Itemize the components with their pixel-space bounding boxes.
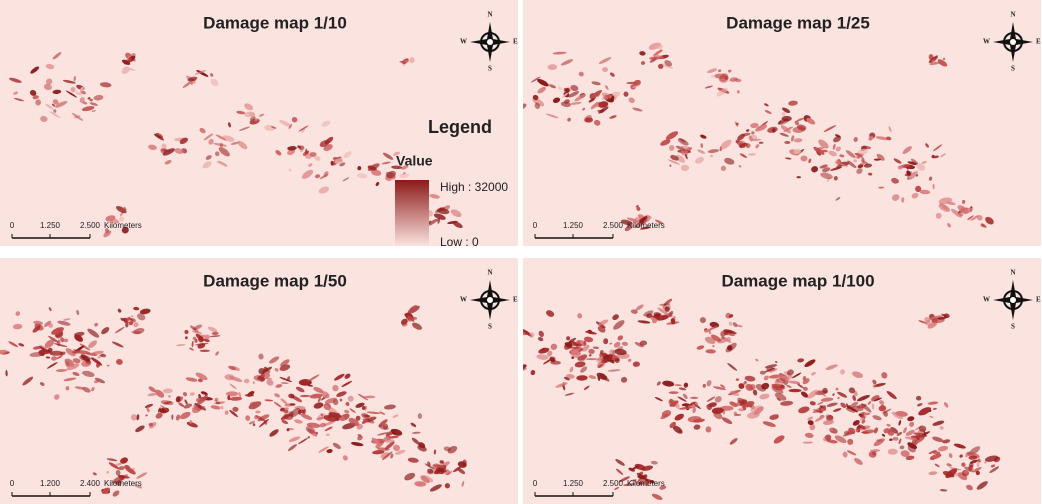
compass-e: E: [1036, 38, 1041, 46]
compass-center: [1010, 39, 1016, 45]
scale-unit: Kilometers: [104, 221, 142, 230]
scale-label: 2.400: [80, 479, 101, 488]
scale-label: 1.250: [40, 221, 61, 230]
damage-patch: [669, 391, 679, 394]
compass-e: E: [1036, 296, 1041, 304]
scale-unit: Kilometers: [627, 479, 665, 488]
compass-s: S: [1011, 323, 1015, 331]
scale-label: 0: [10, 221, 15, 230]
compass-w: W: [983, 38, 990, 46]
damage-patch: [567, 347, 579, 349]
compass-s: S: [1011, 65, 1015, 73]
damage-patch: [195, 339, 198, 343]
scale-unit: Kilometers: [104, 479, 142, 488]
damage-patch: [566, 336, 570, 340]
compass-e: E: [513, 296, 518, 304]
legend-heading: Value: [396, 153, 433, 169]
damage-patch: [603, 338, 608, 344]
compass-w: W: [983, 296, 990, 304]
damage-patch: [690, 397, 698, 399]
damage-patch: [933, 184, 935, 190]
damage-patch: [888, 449, 898, 455]
scale-label: 2.500: [603, 221, 624, 230]
scale-label: 1.250: [563, 221, 584, 230]
compass-s: S: [488, 65, 492, 73]
damage-patch: [171, 414, 173, 420]
compass-n: N: [487, 11, 492, 19]
map-panel: Damage map 1/25 N S W E 0 1.250 2.500Kilometers: [515, 0, 1041, 246]
scale-label: 0: [533, 221, 538, 230]
compass-n: N: [487, 269, 492, 277]
panel-title: Damage map 1/10: [203, 13, 347, 32]
compass-center: [1010, 297, 1016, 303]
damage-patch: [226, 391, 238, 396]
compass-center: [487, 39, 493, 45]
scale-unit: Kilometers: [627, 221, 665, 230]
damage-patch: [245, 394, 254, 397]
damage-patch: [789, 389, 802, 392]
map-panel: Damage map 1/50 N S W E 0 1.200 2.400Kilometers: [0, 258, 518, 504]
panel-title: Damage map 1/100: [721, 271, 874, 290]
legend-title: Legend: [428, 117, 492, 137]
damage-patch: [255, 411, 260, 414]
legend-low: Low : 0: [440, 235, 479, 249]
panel-title: Damage map 1/25: [726, 13, 870, 32]
scale-label: 2.500: [603, 479, 624, 488]
compass-center: [487, 297, 493, 303]
legend-ramp: [395, 180, 429, 246]
compass-e: E: [513, 38, 518, 46]
compass-n: N: [1010, 269, 1015, 277]
compass-s: S: [488, 323, 492, 331]
panel-title: Damage map 1/50: [203, 271, 347, 290]
legend-high: High : 32000: [440, 180, 508, 194]
scale-label: 0: [533, 479, 538, 488]
damage-patch: [586, 358, 598, 360]
damage-patch: [200, 350, 210, 352]
figure: Damage map 1/10NSWE01.2502.500Kilometers…: [0, 0, 1042, 504]
scale-label: 1.250: [563, 479, 584, 488]
scale-label: 2.500: [80, 221, 101, 230]
damage-patch: [797, 176, 801, 178]
compass-n: N: [1010, 11, 1015, 19]
compass-w: W: [460, 38, 467, 46]
compass-w: W: [460, 296, 467, 304]
scale-label: 0: [10, 479, 15, 488]
damage-patch: [748, 153, 756, 155]
map-panel: Damage map 1/100 N S W E 0 1.250 2.500Kilometer…: [506, 258, 1041, 504]
scale-label: 1.200: [40, 479, 61, 488]
